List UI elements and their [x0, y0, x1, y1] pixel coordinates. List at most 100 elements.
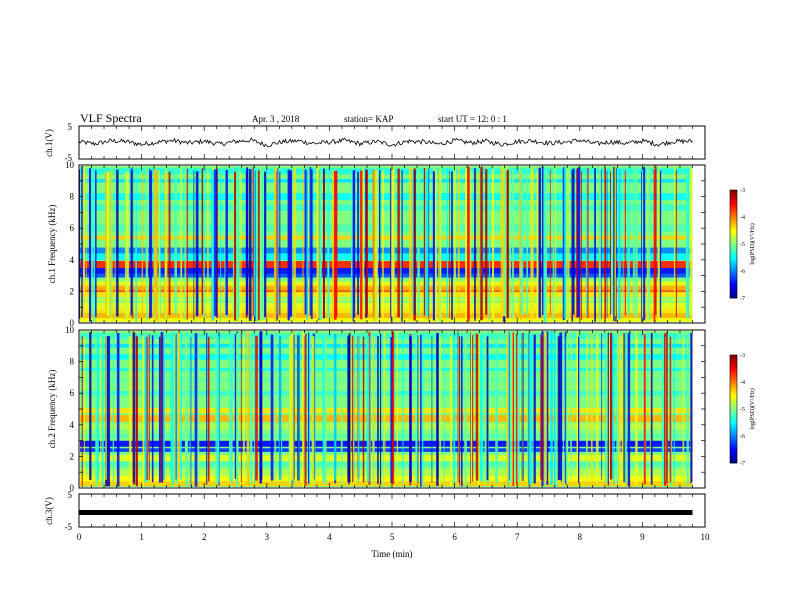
- colorbar-segment: [730, 367, 737, 370]
- colorbar-tick-label: -5: [740, 407, 745, 413]
- spectrogram-event: [366, 170, 368, 316]
- spectrogram-event: [298, 331, 300, 483]
- spectrogram-event: [570, 333, 572, 480]
- ch1-voltage-trace: [78, 137, 693, 148]
- spectrogram-event: [614, 166, 616, 317]
- spectrogram-event: [650, 332, 653, 485]
- colorbar-segment: [730, 407, 737, 410]
- spectrogram-event: [176, 332, 178, 484]
- spectrogram-event: [151, 335, 154, 483]
- spectrogram-band: [80, 454, 693, 462]
- colorbar-segment: [730, 274, 737, 277]
- colorbar-frame: [729, 354, 738, 464]
- spectrogram-event: [550, 331, 553, 486]
- spectrogram-event: [401, 170, 403, 322]
- spectrogram-event: [492, 169, 495, 321]
- time-axis-tick-labels: 0 1 2 3 4 5 6 7 8 9 10: [77, 532, 710, 542]
- spectrogram-event: [514, 333, 516, 484]
- colorbar-segment: [730, 401, 737, 404]
- spectrogram-event: [528, 332, 530, 486]
- colorbar-segment: [730, 455, 737, 458]
- colorbar-segment: [730, 392, 737, 395]
- spectrogram-event: [82, 166, 86, 317]
- spectrogram-event: [89, 331, 92, 481]
- spectrogram-event: [590, 331, 593, 487]
- spectrogram-event: [322, 336, 325, 482]
- time-axis-label: Time (min): [372, 549, 413, 559]
- colorbar-tick-label: -6: [740, 434, 745, 440]
- colorbar-segment: [730, 387, 737, 390]
- spectrogram-event: [613, 336, 615, 485]
- spectrogram-event: [304, 169, 307, 315]
- spectrogram-event: [379, 170, 381, 318]
- colorbar-segment: [730, 251, 737, 254]
- spectrogram-event: [449, 171, 451, 319]
- spectrogram-event: [135, 171, 137, 322]
- spectrogram-band: [80, 302, 693, 309]
- spectrogram-event: [306, 166, 308, 321]
- spectrogram-event: [648, 168, 651, 321]
- colorbar-segment: [730, 195, 737, 198]
- spectrogram-band: [80, 247, 693, 254]
- spectrogram-event: [428, 168, 430, 322]
- colorbar-tick-label: -5: [740, 242, 745, 248]
- colorbar-segment: [730, 222, 737, 225]
- ch3-voltage-ticks: [78, 494, 706, 527]
- spectrogram-event: [197, 334, 200, 483]
- colorbar-segment: [730, 432, 737, 435]
- colorbar-segment: [730, 373, 737, 376]
- spectrogram-event: [658, 166, 660, 315]
- spectrogram-event: [567, 166, 570, 321]
- spectrogram-event: [377, 335, 379, 484]
- spectrogram-event: [91, 168, 93, 315]
- spectrogram-event: [384, 331, 386, 480]
- colorbar-segment: [730, 269, 737, 272]
- colorbar-segment: [730, 437, 737, 440]
- spectrogram-event: [595, 333, 599, 483]
- spectrogram-event: [446, 167, 449, 319]
- spectrogram-event: [506, 332, 510, 483]
- ch3-ytick-bottom: -5: [65, 522, 73, 532]
- colorbar-segment: [730, 233, 737, 236]
- spectrogram-event: [105, 334, 107, 480]
- spectrogram-event: [357, 171, 360, 315]
- spectrogram-event: [149, 170, 153, 318]
- ch1-ytick-bottom: -5: [65, 153, 73, 163]
- spectrogram-event: [643, 334, 646, 485]
- spectrogram-event: [390, 168, 392, 318]
- spectrogram-event: [255, 335, 258, 481]
- spectrogram-event: [453, 332, 456, 485]
- spectrogram-event: [544, 332, 547, 481]
- header-start-time: start UT = 12: 0 : 1: [438, 114, 507, 124]
- spectrogram-event: [216, 167, 218, 315]
- spectrogram-event: [290, 331, 293, 481]
- spectrogram-event: [691, 333, 693, 483]
- spectrogram-event: [334, 171, 337, 320]
- panel-ch2-spectrogram: 0 2 4 6 8 10 ch.2 Frequency (kHz) -3 -4 -5 -6 -7 l…: [47, 325, 756, 493]
- spectrogram-event: [565, 168, 568, 321]
- colorbar-segment: [730, 294, 737, 297]
- colorbar-segment: [730, 412, 737, 415]
- spectrogram-event: [439, 335, 442, 484]
- spectrogram-event: [508, 332, 511, 481]
- spectrogram-event: [207, 336, 210, 482]
- spectrogram-event: [89, 168, 92, 322]
- spectrogram-event: [580, 171, 582, 320]
- ch3-ytick-top: 5: [68, 490, 73, 500]
- colorbar-segment: [730, 200, 737, 203]
- colorbar-segment: [730, 396, 737, 399]
- spectrogram-ytick-label: 0: [70, 483, 75, 493]
- colorbar-segment: [730, 296, 737, 299]
- spectrogram-event: [332, 170, 334, 322]
- colorbar-segment: [730, 240, 737, 243]
- spectrogram-band: [80, 378, 693, 383]
- spectrogram-event: [350, 168, 353, 317]
- spectrogram-event: [126, 171, 129, 318]
- spectrogram-event: [194, 333, 198, 487]
- spectrogram-event: [506, 169, 509, 318]
- colorbar-tick-label: -4: [740, 380, 745, 386]
- spectrogram-event: [600, 169, 602, 319]
- spectrogram-event: [686, 335, 689, 485]
- colorbar-segment: [730, 434, 737, 437]
- spectrogram-event: [586, 167, 589, 319]
